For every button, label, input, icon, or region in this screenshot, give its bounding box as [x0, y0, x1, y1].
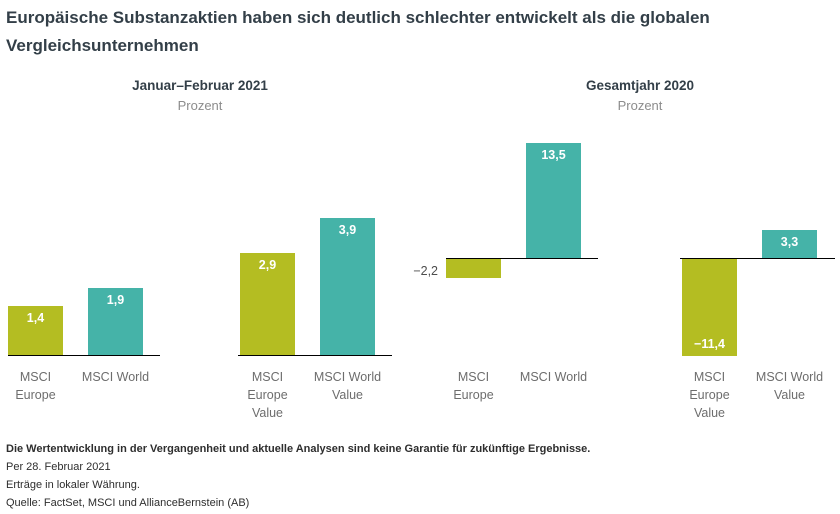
bar-msci-world-value: 3,3	[762, 230, 817, 258]
category-label-msci-europe-value: MSCI Europe Value	[689, 370, 730, 420]
category-label-msci-europe-value: MSCI Europe Value	[247, 370, 288, 420]
bar-msci-world: 1,9	[88, 288, 143, 355]
bar-value-label-msci-world-value: 3,9	[338, 223, 357, 237]
footnote-currency: Erträge in lokaler Währung.	[6, 479, 140, 491]
bar-msci-europe	[446, 259, 501, 278]
bar-value-label-msci-europe: 1,4	[26, 311, 45, 325]
category-label-msci-world: MSCI World	[81, 370, 150, 384]
footnote-disclaimer: Die Wertentwicklung in der Vergangenheit…	[6, 443, 591, 455]
bar-msci-world-value: 3,9	[320, 218, 375, 355]
zero-axis-line	[446, 258, 598, 259]
category-label-msci-world-value: MSCI World Value	[755, 370, 824, 402]
chart-title: Europäische Substanzaktien haben sich de…	[6, 8, 710, 55]
footnotes: Die Wertentwicklung in der Vergangenheit…	[6, 440, 806, 512]
zero-axis-line	[680, 258, 835, 259]
category-label-msci-europe: MSCI Europe	[15, 370, 56, 402]
panel-title: Gesamtjahr 2020	[585, 78, 695, 93]
footnote-source: Quelle: FactSet, MSCI und AllianceBernst…	[6, 497, 250, 509]
footnote-as-of-date: Per 28. Februar 2021	[6, 461, 111, 473]
category-label-msci-world: MSCI World	[519, 370, 588, 384]
bar-value-label-msci-world: 13,5	[541, 148, 566, 162]
bar-value-label-msci-europe: −2,2	[413, 264, 438, 278]
category-label-msci-world-value: MSCI World Value	[313, 370, 382, 402]
category-label-msci-europe: MSCI Europe	[453, 370, 494, 402]
panel-unit-label: Prozent	[177, 98, 223, 113]
panel-header-jan-feb-2021: Januar–Februar 2021 Prozent	[40, 78, 360, 113]
bar-value-label-msci-europe-value: 2,9	[258, 258, 277, 272]
bar-value-label-msci-world-value: 3,3	[780, 235, 799, 249]
bar-msci-europe-value: −11,4	[682, 259, 737, 356]
panel-title: Januar–Februar 2021	[132, 78, 268, 93]
bar-value-label-msci-europe-value: −11,4	[694, 337, 725, 351]
bar-msci-europe: 1,4	[8, 306, 63, 355]
panel-header-gesamtjahr-2020: Gesamtjahr 2020 Prozent	[480, 78, 800, 113]
zero-axis-line	[238, 355, 392, 356]
bar-msci-europe-value: 2,9	[240, 253, 295, 355]
bar-value-label-msci-world: 1,9	[106, 293, 125, 307]
panel-unit-label: Prozent	[617, 98, 663, 113]
bar-msci-world: 13,5	[526, 143, 581, 258]
zero-axis-line	[8, 355, 160, 356]
